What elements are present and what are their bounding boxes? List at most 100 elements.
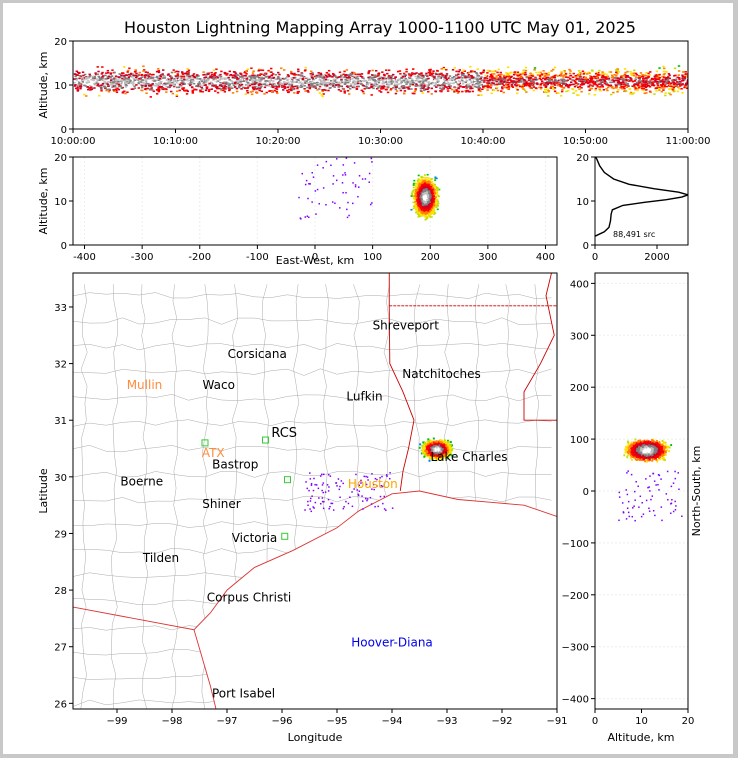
time-height-source bbox=[275, 88, 279, 90]
time-height-source bbox=[182, 75, 186, 78]
time-height-source bbox=[446, 88, 450, 90]
time-height-source bbox=[251, 83, 254, 86]
time-height-source bbox=[547, 91, 550, 93]
time-height-source bbox=[192, 75, 196, 78]
time-height-source bbox=[627, 79, 630, 82]
time-height-source bbox=[290, 80, 293, 83]
time-height-source bbox=[492, 76, 496, 79]
time-height-source bbox=[631, 72, 634, 75]
time-height-source bbox=[110, 75, 114, 78]
time-height-source bbox=[225, 82, 228, 84]
time-height-source bbox=[324, 77, 328, 80]
time-height-source bbox=[507, 83, 510, 86]
ew-source bbox=[436, 205, 439, 207]
time-height-source bbox=[333, 80, 336, 82]
time-height-source bbox=[435, 78, 439, 80]
time-height-source bbox=[536, 74, 540, 76]
time-height-source bbox=[654, 79, 657, 82]
time-height-source bbox=[487, 79, 491, 82]
time-height-source bbox=[555, 80, 558, 83]
time-height-source bbox=[319, 74, 323, 77]
time-height-source bbox=[606, 75, 610, 78]
time-height-source bbox=[449, 85, 452, 87]
time-height-ytick-label: 20 bbox=[54, 37, 67, 48]
time-height-source bbox=[413, 92, 416, 95]
time-height-source bbox=[103, 82, 106, 84]
time-height-source bbox=[382, 85, 386, 88]
time-height-source bbox=[216, 80, 220, 82]
time-height-source bbox=[370, 74, 374, 76]
time-height-source bbox=[596, 79, 599, 82]
time-height-source bbox=[534, 78, 537, 81]
time-height-source bbox=[146, 87, 149, 90]
time-height-source bbox=[442, 86, 445, 89]
time-height-source bbox=[515, 87, 518, 90]
time-height-source bbox=[656, 80, 659, 83]
time-height-source bbox=[539, 71, 542, 74]
time-height-source bbox=[372, 87, 375, 90]
time-height-source bbox=[332, 78, 336, 81]
time-height-source bbox=[682, 71, 685, 73]
time-height-source bbox=[560, 70, 563, 73]
time-height-source bbox=[170, 76, 174, 79]
time-height-source bbox=[220, 70, 223, 73]
time-height-source bbox=[224, 85, 227, 88]
time-height-source bbox=[527, 76, 530, 79]
time-height-source bbox=[116, 79, 119, 81]
time-height-source bbox=[650, 82, 653, 84]
time-height-source bbox=[202, 74, 205, 76]
time-height-source bbox=[155, 76, 158, 79]
time-height-source bbox=[593, 82, 597, 84]
time-height-source bbox=[263, 73, 266, 75]
time-height-source bbox=[678, 80, 682, 83]
time-height-source bbox=[562, 74, 565, 77]
time-height-source bbox=[331, 85, 335, 87]
time-height-source bbox=[564, 72, 568, 75]
time-height-source bbox=[152, 78, 156, 81]
time-height-source bbox=[566, 79, 569, 82]
time-height-source bbox=[104, 78, 108, 80]
time-height-source bbox=[96, 82, 100, 85]
time-height-source bbox=[128, 67, 131, 70]
time-height-source bbox=[671, 89, 675, 92]
time-height-source bbox=[458, 80, 462, 83]
time-height-source bbox=[228, 89, 231, 92]
time-height-source bbox=[279, 79, 282, 82]
time-height-source bbox=[528, 85, 531, 88]
time-height-source bbox=[580, 83, 584, 86]
time-height-source bbox=[408, 72, 411, 75]
time-height-source bbox=[560, 78, 563, 81]
time-height-source bbox=[290, 89, 293, 92]
time-height-source bbox=[204, 89, 208, 92]
time-height-source bbox=[317, 80, 321, 83]
ew-height-density bbox=[84, 157, 546, 245]
time-height-source bbox=[421, 82, 425, 84]
time-height-source bbox=[522, 82, 526, 85]
time-height-source bbox=[93, 87, 96, 89]
time-height-source bbox=[173, 79, 176, 82]
time-height-source bbox=[231, 74, 234, 77]
time-height-source bbox=[506, 79, 509, 81]
time-height-source bbox=[496, 89, 500, 92]
time-height-source bbox=[141, 76, 144, 79]
time-height-source bbox=[356, 78, 360, 80]
time-height-source bbox=[515, 78, 519, 81]
ew-source bbox=[430, 181, 433, 183]
time-height-source bbox=[88, 87, 91, 89]
time-height-source bbox=[614, 84, 618, 87]
time-height-source bbox=[441, 75, 444, 78]
time-height-xtick-label: 10:20:00 bbox=[256, 136, 301, 147]
time-height-source bbox=[245, 81, 249, 83]
time-height-source bbox=[275, 86, 279, 88]
time-height-source bbox=[383, 74, 386, 77]
time-height-source bbox=[239, 80, 242, 83]
time-height-source bbox=[379, 82, 382, 85]
time-height-source bbox=[620, 75, 624, 77]
time-height-source bbox=[239, 75, 242, 78]
time-height-source bbox=[321, 90, 324, 93]
time-height-source bbox=[682, 79, 685, 82]
time-height-source bbox=[486, 85, 490, 87]
ew-source bbox=[431, 212, 434, 215]
time-height-source bbox=[420, 85, 424, 87]
time-height-source bbox=[556, 82, 559, 84]
